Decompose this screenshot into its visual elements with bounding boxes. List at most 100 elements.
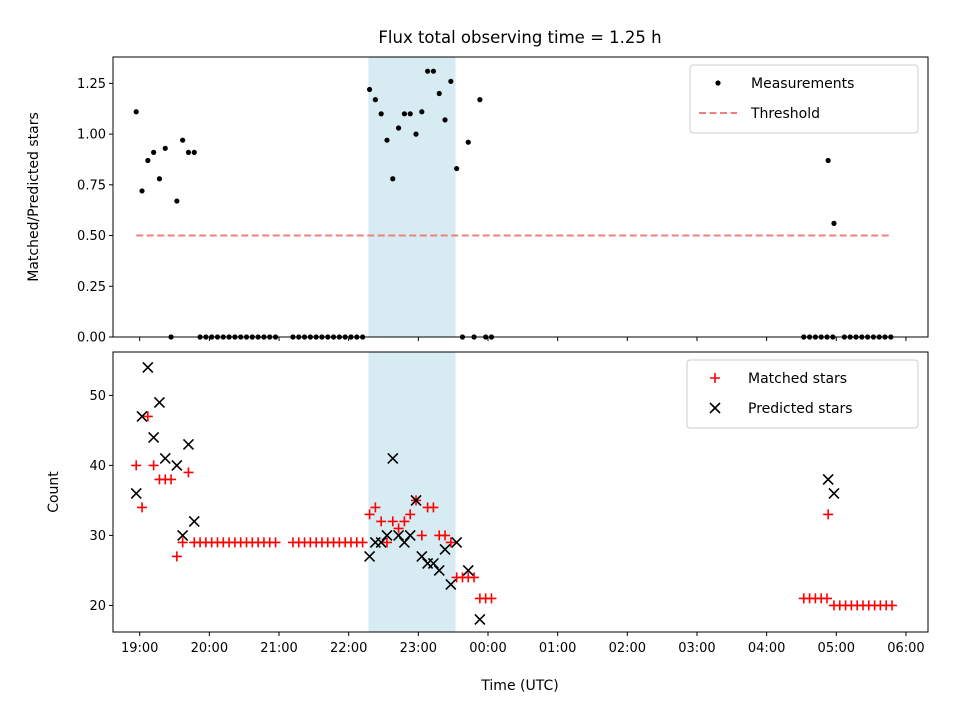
measurements-point (156, 176, 163, 182)
measurements-point (366, 86, 373, 93)
matched-stars-point (131, 460, 142, 471)
x-axis-label: Time (UTC) (480, 678, 558, 694)
predicted-stars-point (393, 529, 405, 541)
matched-stars-point (428, 502, 439, 513)
measurements-point (442, 117, 448, 123)
predicted-stars-point (451, 536, 463, 548)
top-y-tick-label: 0.25 (77, 280, 106, 295)
bottom-y-tick-label: 20 (89, 599, 106, 614)
matched-stars-point (387, 516, 398, 527)
predicted-stars-point (398, 536, 410, 548)
predicted-stars-point (177, 529, 189, 541)
bottom-y-axis-label: Count (46, 471, 62, 513)
measurements-point (139, 188, 145, 194)
predicted-stars-point (439, 543, 451, 555)
x-tick-label: 03:00 (678, 641, 715, 656)
top-legend-box (689, 64, 919, 134)
x-tick-label: 23:00 (400, 641, 437, 656)
measurements-point (378, 111, 384, 117)
measurements-point (395, 125, 402, 131)
measurements-point (133, 109, 139, 115)
measurements-point (151, 149, 157, 155)
predicted-stars-point (136, 410, 148, 422)
measurements-point (831, 220, 837, 226)
measurements-point (465, 139, 471, 145)
x-tick-label: 20:00 (191, 641, 228, 656)
matched-stars-point (171, 551, 182, 562)
matched-stars-point (405, 509, 416, 520)
matched-stars-point (364, 509, 375, 520)
predicted-stars-point (474, 613, 486, 625)
predicted-stars-point (410, 494, 422, 506)
predicted-stars-point (159, 452, 171, 464)
matched-stars-point (376, 516, 387, 527)
matched-stars-point (823, 509, 834, 520)
chart-title: Flux total observing time = 1.25 h (378, 28, 661, 47)
legend-predicted-swatch (709, 402, 721, 414)
bottom-y-tick-label: 30 (89, 529, 106, 544)
predicted-stars-point (427, 557, 439, 569)
matched-stars-point (183, 467, 194, 478)
measurements-point (825, 157, 831, 164)
bottom-observing-span (368, 352, 456, 632)
matched-stars-point (370, 502, 381, 513)
legend-matched-swatch (710, 373, 720, 383)
measurements-point (162, 145, 168, 151)
top-y-tick-label: 0.75 (77, 178, 106, 193)
matched-stars-point (137, 502, 148, 513)
legend-label: Threshold (750, 106, 820, 122)
bottom-legend-box (686, 359, 919, 429)
measurements-point (425, 68, 431, 74)
measurements-point (390, 176, 396, 182)
measurements-point (436, 90, 442, 97)
x-tick-label: 05:00 (818, 641, 855, 656)
bottom-y-tick-label: 40 (89, 459, 106, 474)
top-axes-frame (112, 56, 929, 338)
measurements-point (413, 131, 419, 137)
matched-stars-point (399, 516, 410, 527)
measurements-point (454, 165, 460, 172)
predicted-stars-point (142, 361, 154, 373)
measurements-point (372, 97, 378, 103)
predicted-stars-point (381, 529, 393, 541)
legend-label: Measurements (751, 76, 854, 92)
predicted-stars-point (375, 536, 387, 548)
matched-stars-point (270, 537, 281, 548)
x-tick-label: 02:00 (609, 641, 646, 656)
matched-stars-point (393, 523, 404, 534)
measurements-point (419, 109, 425, 115)
legend-label: Matched stars (748, 371, 847, 387)
top-observing-span (368, 57, 456, 337)
matched-stars-point (148, 460, 159, 471)
predicted-stars-point (364, 550, 376, 562)
matched-stars-point (486, 593, 497, 604)
predicted-stars-point (148, 431, 160, 443)
bottom-y-tick-label: 50 (89, 389, 106, 404)
legend-label: Predicted stars (748, 401, 853, 417)
x-tick-label: 01:00 (539, 641, 576, 656)
measurements-point (185, 149, 192, 155)
matched-stars-point (887, 600, 898, 611)
measurements-point (145, 157, 151, 164)
predicted-stars-point (130, 487, 142, 499)
predicted-stars-point (171, 459, 183, 471)
x-tick-label: 21:00 (260, 641, 297, 656)
top-y-tick-label: 1.25 (77, 77, 106, 92)
x-tick-label: 06:00 (887, 641, 924, 656)
x-tick-label: 19:00 (121, 641, 158, 656)
matched-stars-point (166, 474, 177, 485)
measurements-point (448, 78, 454, 84)
measurements-point (401, 111, 408, 117)
predicted-stars-point (828, 487, 840, 499)
x-tick-label: 04:00 (748, 641, 785, 656)
matched-stars-point (469, 572, 480, 583)
measurements-point (191, 149, 197, 155)
x-tick-label: 22:00 (330, 641, 367, 656)
bottom-axes-frame (112, 351, 929, 633)
matched-stars-point (440, 530, 451, 541)
top-y-axis-label: Matched/Predicted stars (26, 112, 42, 282)
x-tick-label: 00:00 (469, 641, 506, 656)
matched-stars-point (357, 537, 368, 548)
